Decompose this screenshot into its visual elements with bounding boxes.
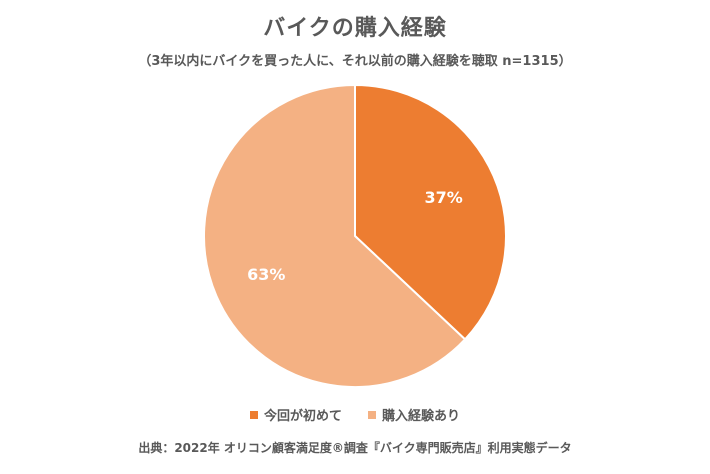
legend-swatch-first-time (249, 410, 258, 419)
pie-slice-first-time (354, 83, 507, 341)
pie-slice-experienced (203, 83, 467, 388)
legend-item-first-time: 今回が初めて (249, 405, 342, 424)
legend-swatch-experienced (368, 410, 376, 419)
chart-legend: 今回が初めて 購入経験あり (0, 405, 710, 424)
chart-subtitle: （3年以内にバイクを買った人に、それ以前の購入経験を聴取 n=1315） (138, 54, 572, 69)
chart-title: バイクの購入経験 (263, 16, 447, 41)
data-label-experienced: 63% (247, 265, 285, 284)
data-label-first-time: 37% (425, 188, 463, 207)
legend-label-experienced: 購入経験あり (382, 409, 461, 424)
legend-label-first-time: 今回が初めて (263, 409, 342, 424)
pie-chart: 37% 63% (203, 83, 507, 388)
source-note: 出典：2022年 オリコン顧客満足度®調査『バイク専門販売店』利用実態データ (138, 441, 572, 455)
legend-item-experienced: 購入経験あり (368, 405, 460, 424)
